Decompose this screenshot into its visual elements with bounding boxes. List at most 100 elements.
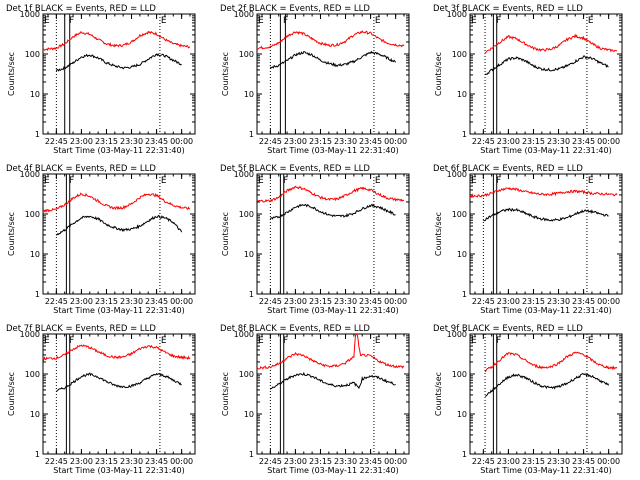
top-marker-letter: E xyxy=(375,336,381,346)
x-tick-label: 23:15 xyxy=(95,457,118,466)
x-tick-label: 22:45 xyxy=(259,137,282,146)
top-marker-letter: E xyxy=(44,336,50,346)
top-marker-letter: E xyxy=(588,16,594,26)
x-axis-label: Start Time (03-May-11 22:31:40) xyxy=(480,306,611,315)
x-tick-label: 23:30 xyxy=(120,457,143,466)
x-tick-label: 00:00 xyxy=(170,297,193,306)
series-lld-line xyxy=(484,33,618,54)
series-events-line xyxy=(269,203,396,220)
series-events-line xyxy=(270,371,396,390)
x-tick-label: 23:00 xyxy=(497,137,520,146)
y-tick-label: 1000 xyxy=(447,330,467,339)
plot-frame xyxy=(256,13,410,135)
chart-title: Det 1f BLACK = Events, RED = LLD xyxy=(6,4,156,14)
top-marker-letter: E xyxy=(471,16,477,26)
x-axis-label: Start Time (03-May-11 22:31:40) xyxy=(53,306,184,315)
y-tick-label: 100 xyxy=(452,210,467,219)
top-marker-letter: F xyxy=(69,16,74,26)
y-tick-label: 1000 xyxy=(234,10,254,19)
x-tick-label: 00:00 xyxy=(170,457,193,466)
chart-title: Det 5f BLACK = Events, RED = LLD xyxy=(220,164,370,174)
x-tick-label: 00:00 xyxy=(384,137,407,146)
y-tick-label: 100 xyxy=(239,210,254,219)
top-marker-letter: E xyxy=(258,336,264,346)
plot-frame xyxy=(469,13,623,135)
series-lld-line xyxy=(42,344,191,362)
top-marker-letter: F xyxy=(283,336,288,346)
series-events-line xyxy=(484,55,609,75)
y-tick-label: 10 xyxy=(244,250,254,259)
x-tick-label: 23:00 xyxy=(70,137,93,146)
x-tick-label: 22:45 xyxy=(472,297,495,306)
y-tick-label: 100 xyxy=(25,370,40,379)
y-tick-label: 1 xyxy=(35,130,40,139)
x-tick-label: 22:45 xyxy=(472,137,495,146)
x-tick-label: 23:00 xyxy=(284,457,307,466)
series-events-line xyxy=(56,372,182,392)
chart-title: Det 4f BLACK = Events, RED = LLD xyxy=(6,164,156,174)
y-tick-label: 100 xyxy=(452,370,467,379)
chart-title: Det 8f BLACK = Events, RED = LLD xyxy=(220,324,370,334)
y-tick-label: 100 xyxy=(239,50,254,59)
top-marker-letter: E xyxy=(471,336,477,346)
x-tick-label: 23:00 xyxy=(70,297,93,306)
y-tick-label: 10 xyxy=(457,410,467,419)
y-tick-label: 1000 xyxy=(447,10,467,19)
y-tick-label: 1 xyxy=(35,450,40,459)
plot-frame xyxy=(469,173,623,295)
x-tick-label: 22:45 xyxy=(259,457,282,466)
x-tick-label: 23:15 xyxy=(95,297,118,306)
x-tick-label: 23:00 xyxy=(70,457,93,466)
x-tick-label: 23:00 xyxy=(284,297,307,306)
x-tick-label: 23:45 xyxy=(145,137,168,146)
y-axis-label: Counts/sec xyxy=(434,52,443,96)
plot-frame xyxy=(256,333,410,455)
x-tick-label: 23:45 xyxy=(359,457,382,466)
x-tick-label: 22:45 xyxy=(45,297,68,306)
top-marker-letter: F xyxy=(283,176,288,186)
x-tick-label: 23:15 xyxy=(522,457,545,466)
series-lld-line xyxy=(256,29,405,50)
x-axis-label: Start Time (03-May-11 22:31:40) xyxy=(267,306,398,315)
top-marker-letter: E xyxy=(588,176,594,186)
y-tick-label: 100 xyxy=(452,50,467,59)
y-tick-label: 1000 xyxy=(447,170,467,179)
x-tick-label: 23:15 xyxy=(309,137,332,146)
x-tick-label: 22:45 xyxy=(472,457,495,466)
series-lld-line xyxy=(42,192,191,213)
chart-panel-8: Det 8f BLACK = Events, RED = LLD 1 10 100 10… xyxy=(220,324,410,475)
y-axis-label: Counts/sec xyxy=(7,372,16,416)
x-tick-label: 23:15 xyxy=(522,137,545,146)
top-marker-letter: F xyxy=(69,336,74,346)
x-tick-label: 23:30 xyxy=(334,457,357,466)
top-marker-letter: E xyxy=(44,16,50,26)
top-marker-letter: F xyxy=(69,176,74,186)
top-marker-letter: E xyxy=(44,176,50,186)
x-tick-label: 23:15 xyxy=(309,297,332,306)
y-tick-label: 1000 xyxy=(234,170,254,179)
x-tick-label: 22:45 xyxy=(259,297,282,306)
x-tick-label: 23:45 xyxy=(145,457,168,466)
y-tick-label: 1 xyxy=(249,450,254,459)
plot-frame xyxy=(42,13,196,135)
y-tick-label: 100 xyxy=(25,50,40,59)
y-axis-label: Counts/sec xyxy=(221,212,230,256)
y-tick-label: 1000 xyxy=(234,330,254,339)
y-axis-label: Counts/sec xyxy=(7,52,16,96)
top-marker-letter: E xyxy=(258,16,264,26)
y-tick-label: 1 xyxy=(462,290,467,299)
y-axis-label: Counts/sec xyxy=(221,372,230,416)
y-axis-label: Counts/sec xyxy=(434,372,443,416)
x-tick-label: 23:30 xyxy=(120,297,143,306)
y-tick-label: 10 xyxy=(30,90,40,99)
chart-panel-2: Det 2f BLACK = Events, RED = LLD 1 10 100 10… xyxy=(220,4,410,155)
y-tick-label: 10 xyxy=(244,410,254,419)
y-tick-label: 10 xyxy=(30,250,40,259)
y-tick-label: 1 xyxy=(35,290,40,299)
y-tick-label: 10 xyxy=(457,250,467,259)
y-axis-label: Counts/sec xyxy=(7,212,16,256)
chart-title: Det 9f BLACK = Events, RED = LLD xyxy=(433,324,583,334)
x-tick-label: 23:45 xyxy=(572,297,595,306)
plot-frame xyxy=(42,173,196,295)
